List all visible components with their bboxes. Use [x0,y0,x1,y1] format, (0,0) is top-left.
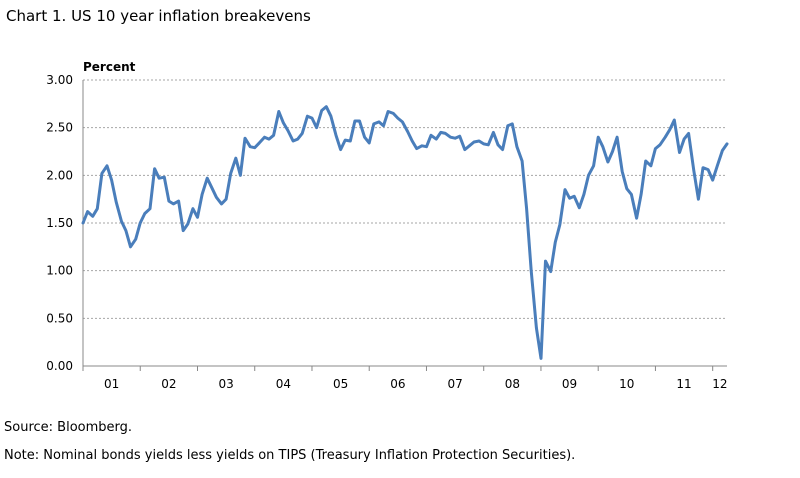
y-tick-label: 1.50 [46,216,73,230]
x-tick-label: 12 [712,377,727,391]
y-tick-label: 0.50 [46,311,73,325]
x-tick-label: 10 [619,377,634,391]
x-tick-label: 04 [276,377,291,391]
y-tick-label: 2.50 [46,121,73,135]
y-tick-label: 3.00 [46,73,73,87]
chart-title: Chart 1. US 10 year inflation breakevens [6,7,311,25]
source-note: Source: Bloomberg. [4,420,133,435]
series-line-breakeven [81,105,729,360]
x-axis: 01 02 03 04 05 06 07 08 09 10 11 12 [82,80,727,391]
footnote: Note: Nominal bonds yields less yields o… [4,448,576,463]
y-tick-label: 2.00 [46,168,73,182]
x-tick-label: 08 [505,377,520,391]
x-tick-label: 09 [562,377,577,391]
y-axis-label: Percent [83,60,136,74]
x-tick-label: 07 [447,377,462,391]
y-tick-label: 1.00 [46,264,73,278]
x-tick-label: 02 [161,377,176,391]
x-tick-label: 05 [333,377,348,391]
gridlines [83,79,727,319]
x-tick-label: 11 [676,377,691,391]
x-tick-label: 03 [218,377,233,391]
y-tick-label: 0.00 [46,359,73,373]
x-tick-label: 06 [390,377,405,391]
x-tick-label: 01 [104,377,119,391]
y-tick-labels: 0.00 0.50 1.00 1.50 2.00 2.50 3.00 [46,73,73,373]
